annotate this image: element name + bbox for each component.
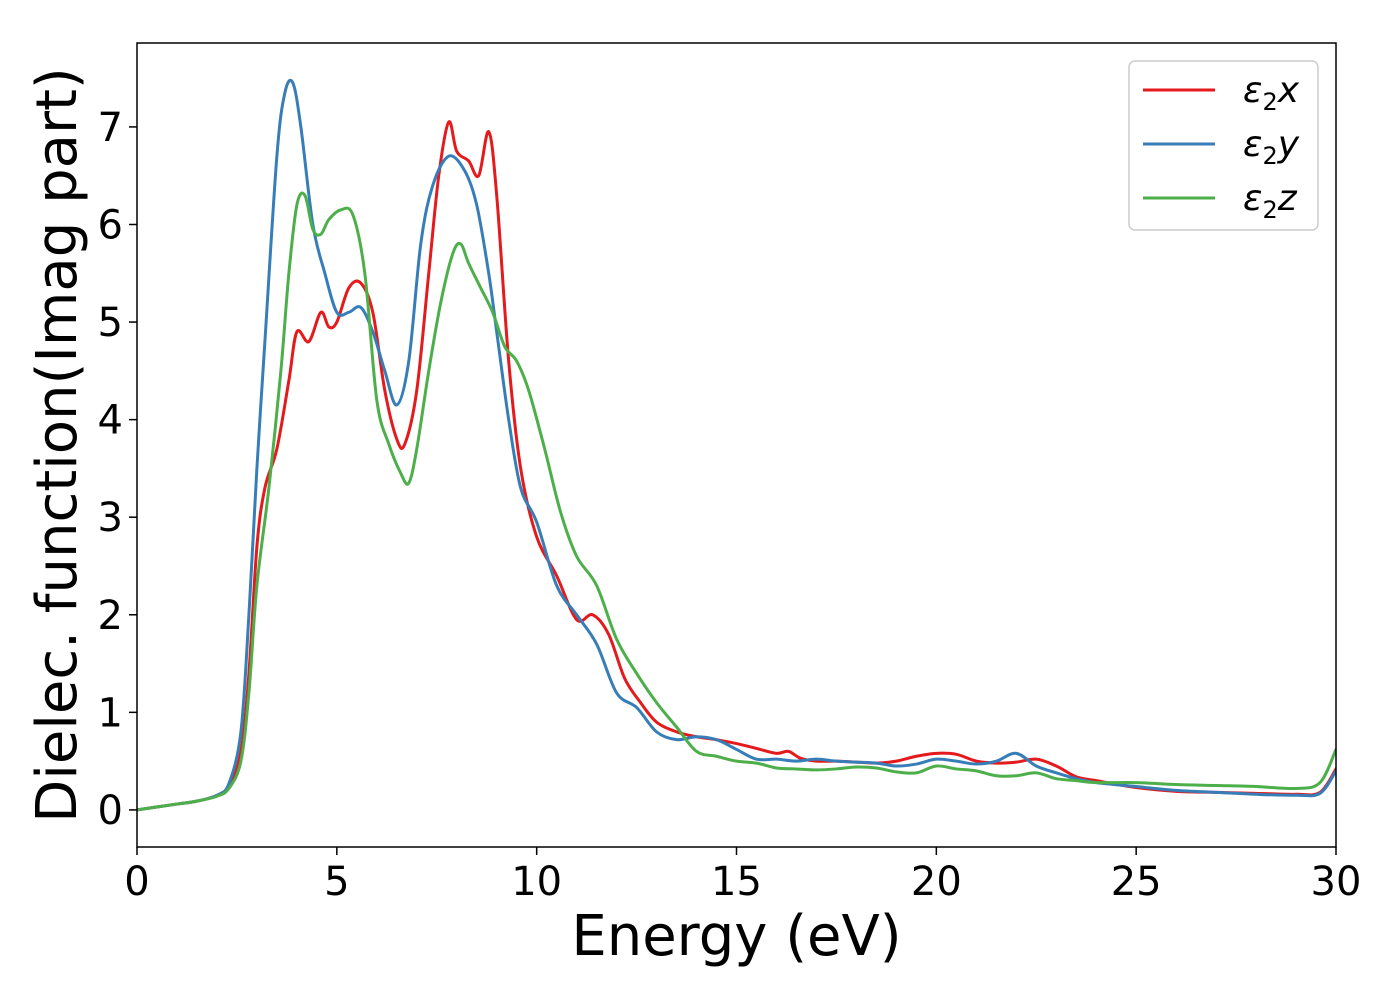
y-tick-label: 6 xyxy=(98,202,123,248)
series-line-z xyxy=(137,191,1336,812)
x-axis: 0 5 10 15 20 25 30 xyxy=(124,847,1361,905)
y-tick-label: 7 xyxy=(98,105,123,151)
y-tick-label: 0 xyxy=(98,788,123,834)
x-axis-title: Energy (eV) xyxy=(571,904,901,969)
y-tick-label: 4 xyxy=(98,398,123,444)
x-tick-label: 30 xyxy=(1311,859,1362,905)
legend-label-x: ε2x xyxy=(1243,70,1300,116)
legend-label-z: ε2z xyxy=(1243,178,1298,224)
x-tick-label: 0 xyxy=(124,859,149,905)
x-tick-label: 20 xyxy=(911,859,962,905)
x-tick-label: 25 xyxy=(1111,859,1162,905)
legend-box xyxy=(1128,60,1319,231)
y-axis: 0 1 2 3 4 5 6 7 xyxy=(98,105,137,834)
y-tick-label: 5 xyxy=(98,300,123,346)
x-tick-label: 10 xyxy=(511,859,562,905)
x-tick-label: 15 xyxy=(711,859,762,905)
series-line-x xyxy=(137,120,1336,812)
plot-area xyxy=(137,78,1336,812)
x-tick-label: 5 xyxy=(324,859,349,905)
legend-label-y: ε2y xyxy=(1243,124,1300,170)
y-tick-label: 2 xyxy=(98,593,123,639)
legend: ε2x ε2y ε2z xyxy=(1128,60,1319,231)
y-tick-label: 1 xyxy=(98,690,123,736)
series-line-y xyxy=(137,78,1336,812)
y-tick-label: 3 xyxy=(98,495,123,541)
y-axis-title: Dielec. function(Imag part) xyxy=(25,67,90,823)
